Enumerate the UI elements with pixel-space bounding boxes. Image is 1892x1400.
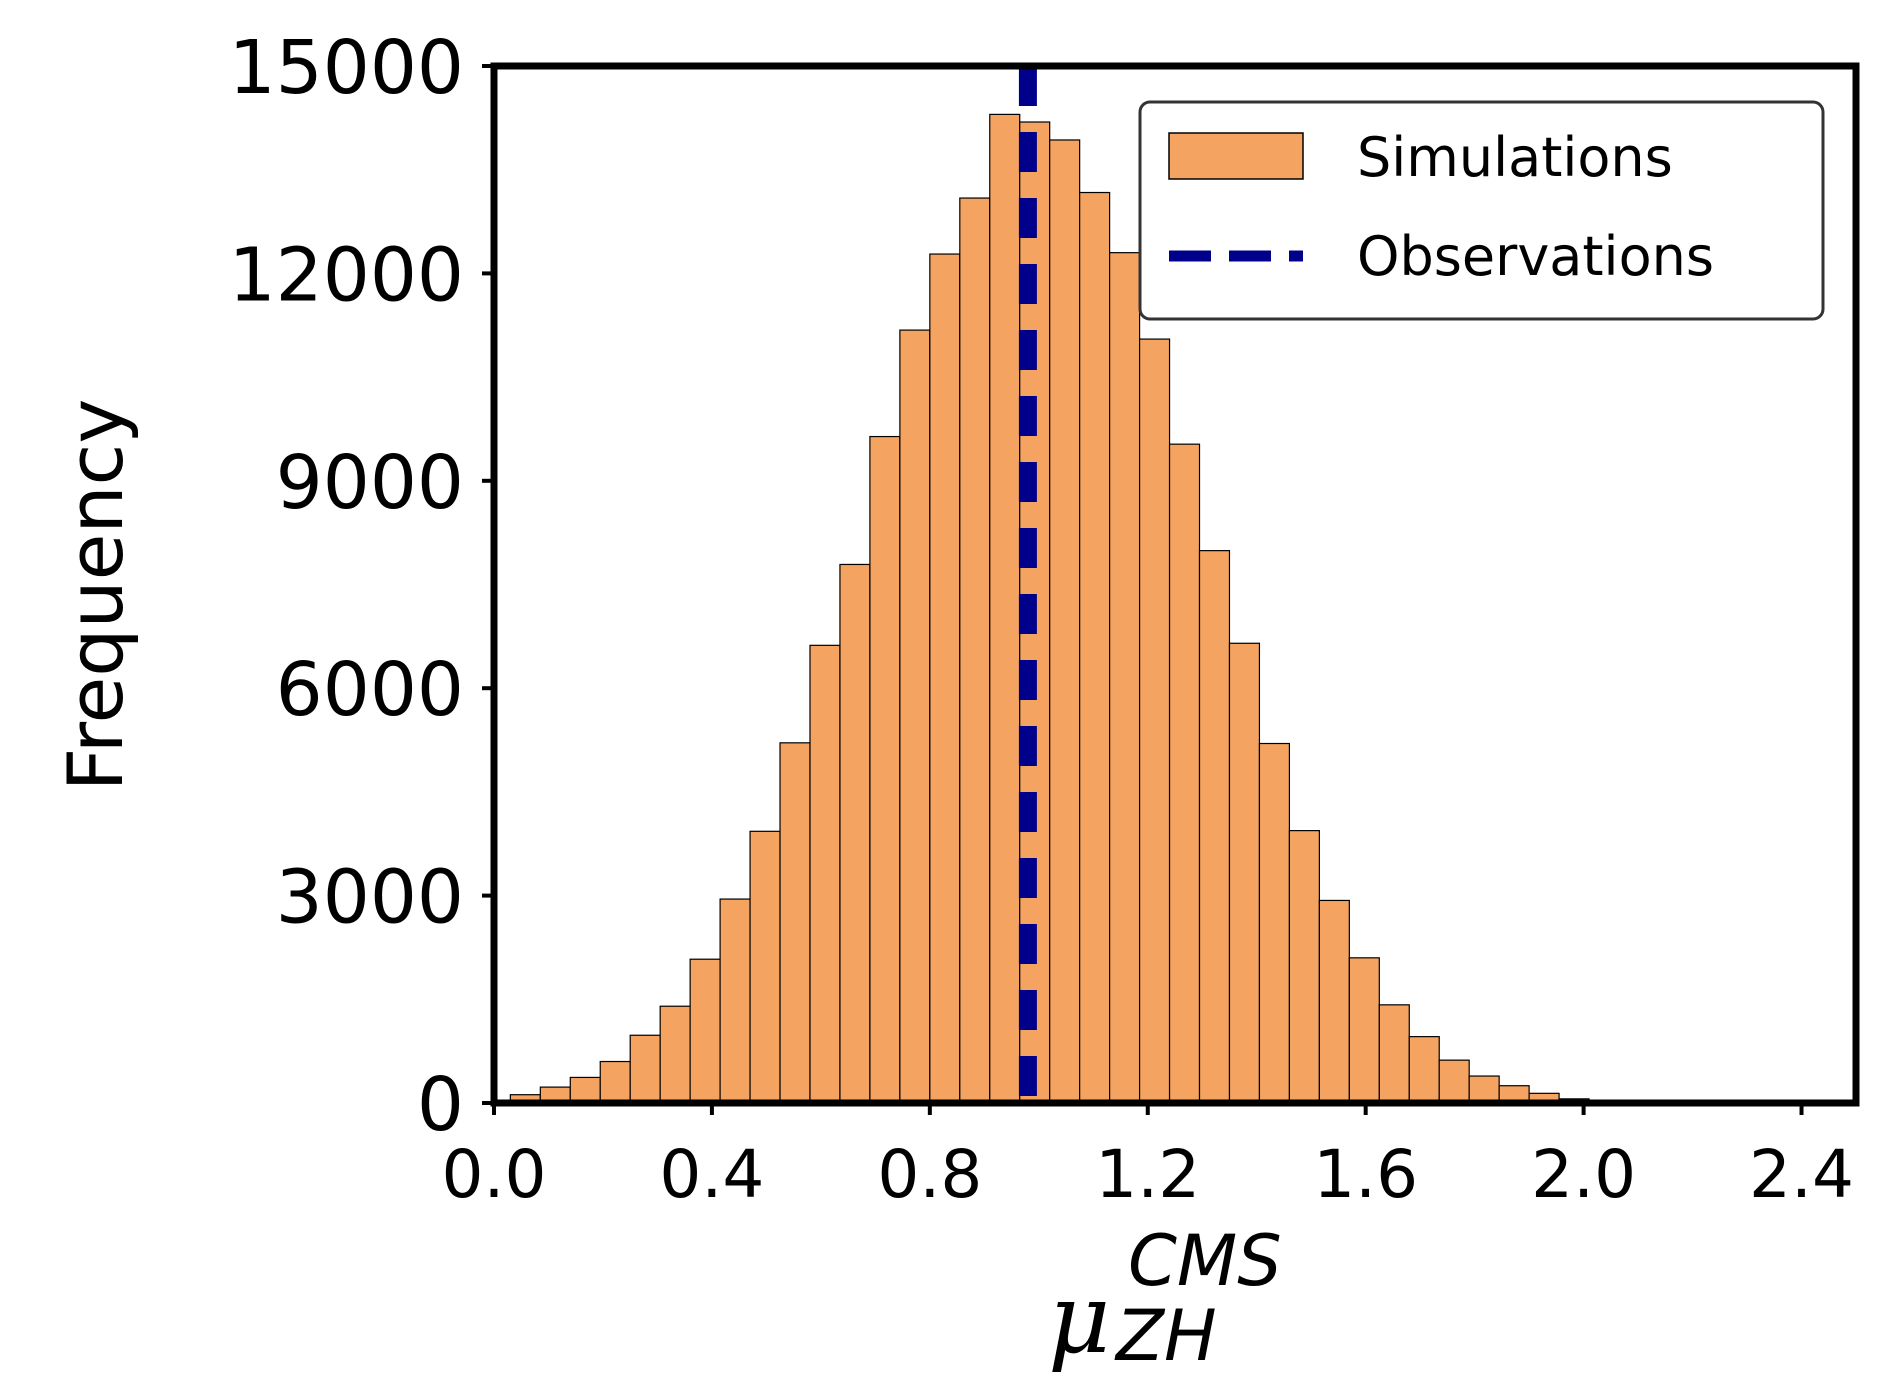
histogram-bar	[1200, 551, 1230, 1103]
histogram-bar	[870, 437, 900, 1103]
x-tick-label: 1.6	[1313, 1136, 1418, 1213]
histogram-bar	[1379, 1005, 1409, 1103]
histogram-bar	[810, 645, 840, 1103]
histogram-bar	[1050, 140, 1080, 1103]
y-tick-label: 15000	[229, 25, 464, 111]
histogram-bar	[600, 1062, 630, 1103]
x-axis-label: μ CMS ZH	[1048, 1220, 1282, 1377]
histogram-bar	[660, 1006, 690, 1103]
histogram-bar	[840, 564, 870, 1103]
x-tick-label: 0.0	[442, 1136, 547, 1213]
legend-swatch-simulations	[1169, 133, 1303, 179]
y-tick-label: 6000	[276, 647, 464, 733]
histogram-bar	[1259, 744, 1289, 1103]
histogram-bar	[1349, 958, 1379, 1103]
histogram-bar	[900, 330, 930, 1103]
y-tick-label: 12000	[229, 232, 464, 318]
legend-label-simulations: Simulations	[1357, 126, 1673, 189]
histogram-bar	[630, 1035, 660, 1103]
histogram-bar	[690, 959, 720, 1103]
x-tick-label: 0.4	[659, 1136, 764, 1213]
histogram-bar	[720, 899, 750, 1103]
x-tick-label: 2.4	[1749, 1136, 1854, 1213]
histogram-bar	[1319, 900, 1349, 1103]
histogram-bar	[750, 831, 780, 1103]
x-axis-label-superscript: CMS	[1128, 1220, 1282, 1302]
x-axis: 0.0 0.4 0.8 1.2 1.6 2.0 2.4	[442, 1103, 1854, 1213]
histogram-bar	[1140, 339, 1170, 1103]
histogram-bar	[1080, 193, 1110, 1103]
legend-label-observations: Observations	[1357, 225, 1714, 288]
histogram-bar	[570, 1077, 600, 1103]
histogram-bar	[1469, 1076, 1499, 1103]
histogram-bar	[960, 198, 990, 1103]
x-tick-label: 0.8	[877, 1136, 982, 1213]
histogram-bar	[990, 114, 1020, 1103]
histogram-bar	[1170, 444, 1200, 1103]
x-tick-label: 2.0	[1531, 1136, 1636, 1213]
histogram-bar	[1409, 1037, 1439, 1103]
histogram-bar	[1439, 1060, 1469, 1103]
histogram-bar	[1110, 253, 1140, 1103]
x-axis-label-symbol: μ	[1048, 1263, 1110, 1375]
y-tick-label: 3000	[276, 855, 464, 941]
x-tick-label: 1.2	[1095, 1136, 1200, 1213]
y-axis-label: Frequency	[51, 399, 140, 792]
y-tick-label: 9000	[276, 440, 464, 526]
histogram-bar	[930, 254, 960, 1103]
histogram-bar	[1289, 831, 1319, 1103]
histogram-bar	[780, 743, 810, 1103]
histogram-bar	[1229, 643, 1259, 1103]
x-axis-label-subscript: ZH	[1114, 1295, 1217, 1377]
legend: Simulations Observations	[1140, 102, 1823, 319]
